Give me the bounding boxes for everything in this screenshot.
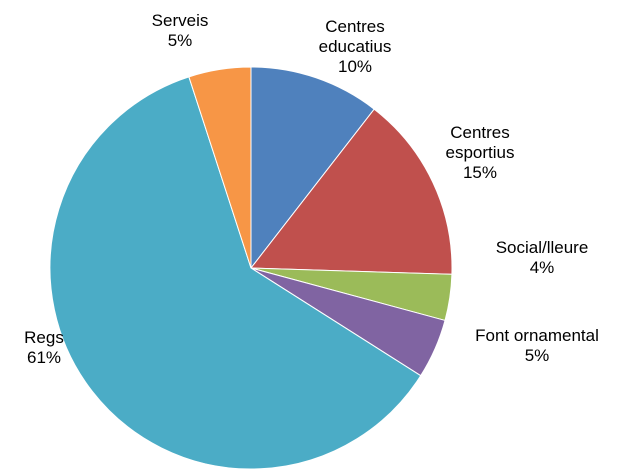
slice-percent-label: 10% [337,57,373,76]
slice-label-text: Centres [325,17,385,36]
slice-percent-label: 5% [167,31,193,50]
slice-percent-label: 5% [524,346,550,365]
slice-percent-label: 15% [462,163,498,182]
slice-label-text: Social/lleure [495,238,589,257]
pie-slice-serveis [188,66,252,269]
pie-slice-centres-educatius [250,66,375,270]
slice-label-text: Centres [450,123,510,142]
slice-label-text: Font ornamental [475,326,599,345]
slice-label-text: Regs [24,328,64,347]
slice-label-text: Serveis [151,11,209,30]
slice-percent-label: 4% [529,258,555,277]
slice-label-social-lleure: Social/lleure 4% [496,238,589,278]
slice-label-centres-esportius: Centres esportius 15% [446,123,515,183]
slice-label-text: educatius [318,37,392,56]
slice-percent-label: 61% [26,348,62,367]
slice-label-font-ornamental: Font ornamental 5% [475,326,599,366]
pie-slice-centres-esportius [250,108,453,275]
slice-label-text: esportius [445,143,515,162]
slice-label-centres-educatius: Centres educatius 10% [319,17,392,77]
pie-slice-regs [49,76,422,470]
slice-label-regs: Regs 61% [24,328,64,368]
slice-label-serveis: Serveis 5% [152,11,209,51]
